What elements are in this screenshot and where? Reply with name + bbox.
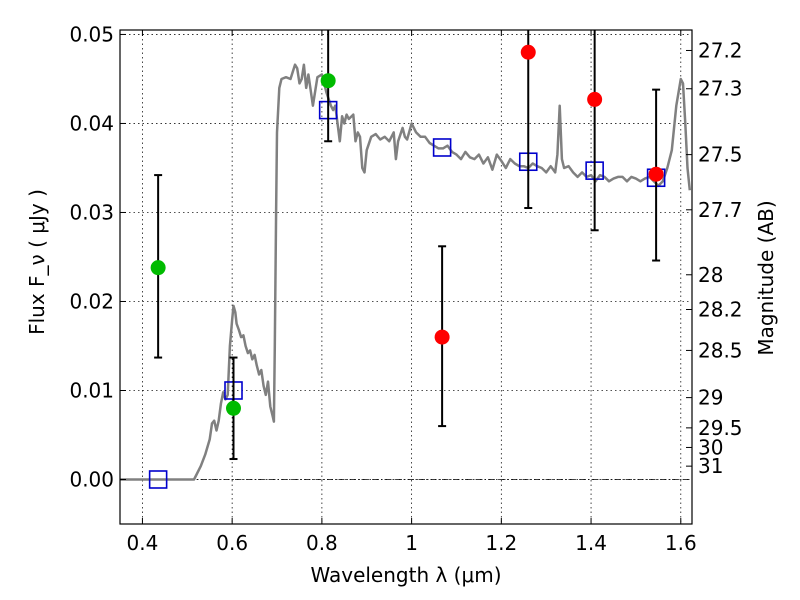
x-axis-title: Wavelength λ (μm): [310, 563, 501, 587]
measurement-point: [648, 166, 664, 182]
plot-area: [120, 63, 692, 481]
magnitude-axis-title: Magnitude (AB): [754, 200, 778, 355]
detection-point: [320, 73, 336, 89]
magnitude-tick-label: 31: [698, 454, 723, 478]
magnitude-tick-label: 28.2: [698, 297, 743, 321]
x-tick-label: 1.4: [575, 531, 607, 555]
magnitude-tick-label: 30: [698, 435, 723, 459]
model-spectrum-line: [120, 63, 692, 481]
magnitude-tick-label: 29.5: [698, 416, 743, 440]
y-tick-label: 0.05: [69, 22, 114, 46]
y-tick-label: 0.01: [69, 378, 114, 402]
y-tick-label: 0.00: [69, 467, 114, 491]
y-axis: 0.00 0.01 0.02 0.03 0.04 0.05: [69, 22, 126, 491]
x-tick-label: 0.4: [127, 531, 159, 555]
magnitude-tick-label: 29: [698, 386, 723, 410]
x-tick-label: 1.6: [665, 531, 697, 555]
measurement-point: [434, 329, 450, 345]
x-tick-label: 1.2: [485, 531, 517, 555]
y-tick-label: 0.03: [69, 200, 114, 224]
x-tick-label: 0.6: [216, 531, 248, 555]
magnitude-tick-label: 27.5: [698, 143, 743, 167]
magnitude-tick-label: 27.7: [698, 198, 743, 222]
measurement-point: [587, 91, 603, 107]
measurement-point: [520, 44, 536, 60]
detection-point: [150, 260, 166, 276]
magnitude-tick-label: 27.3: [698, 77, 743, 101]
y-tick-label: 0.04: [69, 111, 114, 135]
magnitude-tick-label: 27.2: [698, 38, 743, 62]
x-tick-label: 0.8: [306, 531, 338, 555]
markers: [148, 30, 666, 489]
magnitude-tick-label: 28.5: [698, 338, 743, 362]
model-photometry-square: [432, 138, 452, 157]
detection-point: [226, 400, 242, 416]
y-tick-label: 0.02: [69, 289, 114, 313]
y-axis-title: Flux F_ν ( μJy ): [25, 189, 49, 335]
x-axis: 0.4 0.6 0.8 1 1.2 1.4 1.6: [127, 30, 697, 555]
x-tick-label: 1: [405, 531, 418, 555]
model-photometry-square: [148, 470, 168, 489]
plot-frame: [119, 29, 693, 525]
magnitude-tick-label: 28: [698, 263, 723, 287]
